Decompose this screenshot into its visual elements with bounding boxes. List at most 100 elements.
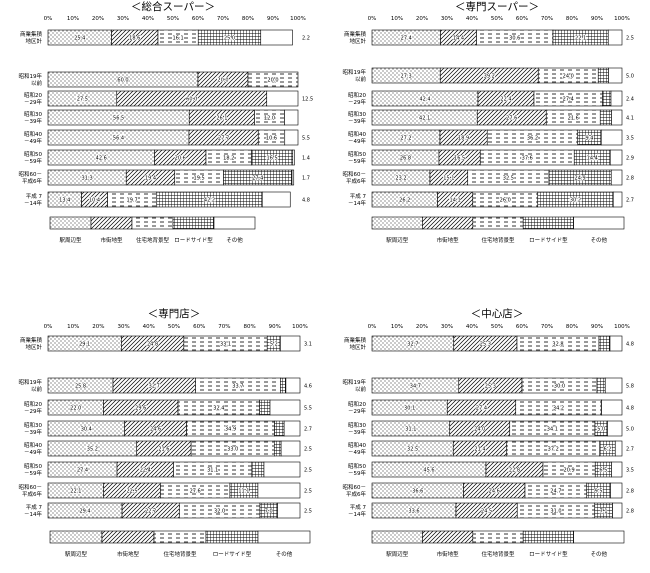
data-label: 11.1 xyxy=(238,489,249,495)
data-label: 33.7 xyxy=(232,384,243,390)
category-label: 昭和60－平成6年 xyxy=(343,170,367,185)
legend-label: 駅周辺型 xyxy=(386,550,409,558)
data-label: 32.7 xyxy=(149,384,160,390)
legend-label: その他 xyxy=(591,236,608,244)
category-label: 昭和19年以前 xyxy=(19,72,43,87)
tick-label: 100% xyxy=(614,324,630,330)
bar-segment xyxy=(274,420,285,437)
end-value-label: 4.8 xyxy=(626,406,634,412)
chart-panel: ＜専門店＞ 0% 10% 20% 30% 40% 50% 60% 70% 80% 90% 100% 商業… xyxy=(19,307,312,558)
legend-swatch xyxy=(522,530,574,544)
tick-label: 70% xyxy=(541,324,553,330)
data-label: 22.1 xyxy=(575,36,586,42)
bar-segment xyxy=(259,399,271,416)
category-label: 昭和50 －59年 xyxy=(24,462,42,477)
data-label: 20.0 xyxy=(267,78,278,84)
data-label: 32.0 xyxy=(214,509,225,515)
end-value-label: 2.8 xyxy=(626,489,634,495)
legend-swatch xyxy=(257,530,311,544)
bar-segment xyxy=(612,502,623,519)
data-label: 36.6 xyxy=(412,489,423,495)
legend-swatch xyxy=(472,216,524,230)
bar-segment xyxy=(610,169,623,186)
data-label: 23.2 xyxy=(395,176,406,182)
data-label: 26.0 xyxy=(500,198,511,204)
tick-label: 60% xyxy=(192,16,204,22)
data-label: 31.0 xyxy=(550,509,561,515)
bar-segment xyxy=(604,377,623,394)
bar-segment xyxy=(599,109,612,126)
tick-label: 90% xyxy=(267,16,279,22)
data-label: 34.9 xyxy=(225,427,236,433)
data-label: 29.4 xyxy=(79,509,90,515)
bar-segment xyxy=(608,67,623,84)
data-label: 27.4 xyxy=(401,36,412,42)
bar-segment xyxy=(283,420,301,437)
data-label: 35.2 xyxy=(87,447,98,453)
tick-label: 30% xyxy=(117,324,129,330)
end-value-label: 2.4 xyxy=(626,97,634,103)
legend-label: ロードサイド型 xyxy=(174,236,213,244)
tick-label: 50% xyxy=(168,324,180,330)
legend-label: ロードサイド型 xyxy=(529,236,568,244)
data-label: 34.2 xyxy=(553,406,564,412)
legend-label: 駅周辺型 xyxy=(59,236,82,244)
bar-segment xyxy=(610,482,623,499)
data-label: 25.3 xyxy=(485,384,496,390)
data-label: 42.4 xyxy=(419,97,430,103)
category-label: 昭和20 －29年 xyxy=(348,91,366,106)
data-label: 33.1 xyxy=(220,342,231,348)
legend-swatch xyxy=(172,216,215,230)
tick-label: 70% xyxy=(217,16,229,22)
data-label: 22.5 xyxy=(126,489,137,495)
tick-label: 30% xyxy=(441,16,453,22)
data-label: 16.5 xyxy=(454,156,465,162)
data-label: 16.5 xyxy=(267,156,278,162)
data-label: 10.4 xyxy=(89,198,100,204)
data-label: 21.4 xyxy=(474,447,485,453)
legend-swatch xyxy=(153,530,207,544)
bar-segment xyxy=(273,440,282,457)
end-value-label: 1.4 xyxy=(302,156,310,162)
end-value-label: 3.5 xyxy=(626,468,634,474)
data-label: 26.8 xyxy=(400,156,411,162)
data-label: 24.7 xyxy=(550,489,561,495)
category-label: 昭和50 －59年 xyxy=(24,150,42,165)
tick-label: 80% xyxy=(243,324,255,330)
bar-segment xyxy=(260,29,293,46)
end-value-label: 4.8 xyxy=(302,198,310,204)
category-label: 昭和20 －29年 xyxy=(24,400,42,415)
end-value-label: 12.5 xyxy=(302,97,313,103)
tick-label: 10% xyxy=(67,324,79,330)
tick-label: 100% xyxy=(292,324,308,330)
data-label: 24.6 xyxy=(489,489,500,495)
chart-title: ＜総合スーパー＞ xyxy=(131,0,215,13)
end-value-label: 2.7 xyxy=(626,447,634,453)
tick-label: 80% xyxy=(242,16,254,22)
chart-title: ＜専門店＞ xyxy=(148,307,201,320)
end-value-label: 5.5 xyxy=(304,406,312,412)
legend-swatch xyxy=(522,216,574,230)
data-label: 24.8 xyxy=(147,342,158,348)
legend-label: 市街地型 xyxy=(437,236,460,244)
data-label: 42.2 xyxy=(204,198,215,204)
data-label: 29.1 xyxy=(79,342,90,348)
data-label: 9.4 xyxy=(586,136,594,142)
data-label: 33.6 xyxy=(408,509,419,515)
data-label: 25.8 xyxy=(75,384,86,390)
data-label: 5.2 xyxy=(270,342,278,348)
bar-segment xyxy=(611,461,623,478)
data-label: 24.5 xyxy=(481,509,492,515)
data-label: 12.0 xyxy=(264,116,275,122)
bar-segment xyxy=(602,90,612,107)
data-label: 32.7 xyxy=(407,342,418,348)
tick-label: 10% xyxy=(67,16,79,22)
data-label: 27.7 xyxy=(218,136,229,142)
legend-label: その他 xyxy=(226,236,243,244)
data-label: 32.8 xyxy=(552,342,563,348)
data-label: 21.6 xyxy=(158,447,169,453)
legend-swatch xyxy=(422,216,474,230)
category-label: 昭和20 －29年 xyxy=(24,91,42,106)
end-value-label: 2.5 xyxy=(304,447,312,453)
data-label: 27.3 xyxy=(401,74,412,80)
